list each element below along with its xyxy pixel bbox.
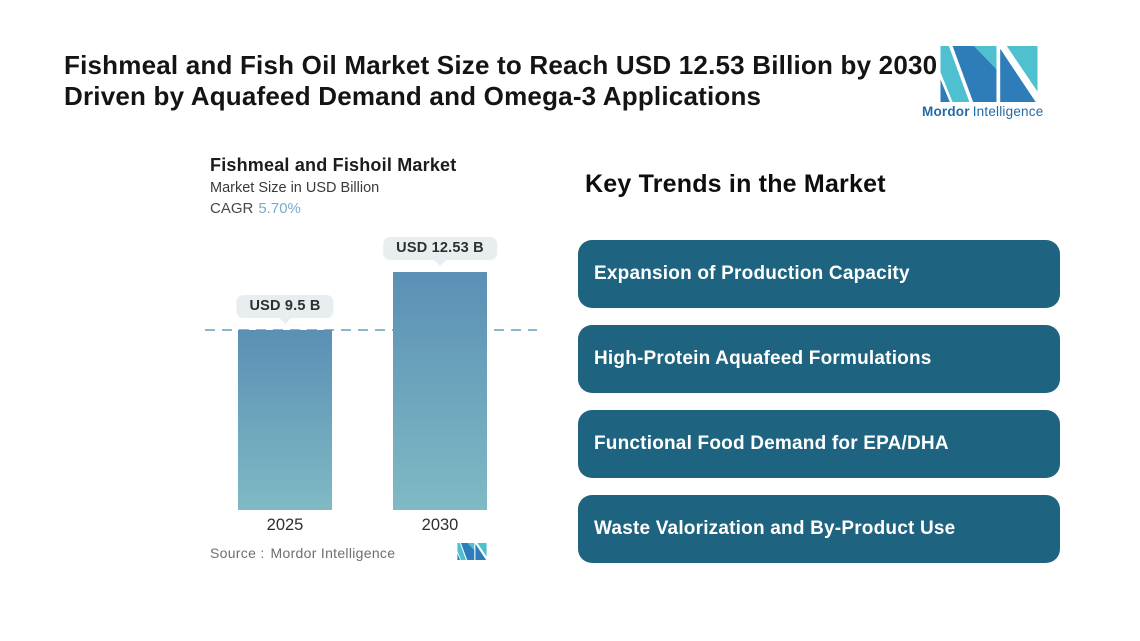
chart-cagr: CAGR 5.70% <box>210 200 456 217</box>
mordor-monogram-small-icon <box>457 543 487 560</box>
trend-item: Functional Food Demand for EPA/DHA <box>578 410 1060 478</box>
chart-subtitle: Market Size in USD Billion <box>210 180 380 196</box>
source-label: Source : <box>210 545 265 561</box>
trend-item-label: Waste Valorization and By-Product Use <box>594 518 956 539</box>
bar <box>393 272 487 510</box>
trend-item: High-Protein Aquafeed Formulations <box>578 325 1060 393</box>
bar <box>238 329 332 510</box>
trend-item: Expansion of Production Capacity <box>578 240 1060 308</box>
bar-value-label: USD 12.53 B <box>396 240 484 257</box>
cagr-value: 5.70% <box>258 200 301 217</box>
mordor-monogram-icon <box>936 46 1042 102</box>
page-title-line2: Driven by Aquafeed Demand and Omega-3 Ap… <box>64 81 762 111</box>
trends-heading: Key Trends in the Market <box>585 170 886 198</box>
trend-item-label: High-Protein Aquafeed Formulations <box>594 348 932 369</box>
page-title: Fishmeal and Fish Oil Market Size to Rea… <box>64 50 944 112</box>
x-axis-label: 2025 <box>266 516 304 534</box>
brand-name-bold: Mordor <box>922 104 970 119</box>
x-axis-label: 2030 <box>421 516 459 534</box>
page-title-line1: Fishmeal and Fish Oil Market Size to Rea… <box>64 50 938 80</box>
trend-item-label: Expansion of Production Capacity <box>594 263 910 284</box>
bar-column: USD 12.53 B 2030 <box>383 237 497 534</box>
bar-chart-plot: USD 9.5 B 2025 USD 12.53 B 2030 <box>205 237 537 534</box>
chart-source: Source : Mordor Intelligence <box>210 545 395 561</box>
bar-value-callout: USD 9.5 B <box>236 294 334 318</box>
brand-logo: Mordor Intelligence <box>922 46 1048 119</box>
chart-header: Fishmeal and Fishoil Market Market Size … <box>210 155 456 217</box>
brand-wordmark: Mordor Intelligence <box>922 104 1048 119</box>
source-value: Mordor Intelligence <box>270 545 396 561</box>
bar-column: USD 9.5 B 2025 <box>236 294 334 534</box>
trend-item: Waste Valorization and By-Product Use <box>578 495 1060 563</box>
trend-item-label: Functional Food Demand for EPA/DHA <box>594 433 949 454</box>
brand-name-regular: Intelligence <box>972 104 1044 119</box>
reference-line <box>205 328 537 331</box>
bar-value-label: USD 9.5 B <box>249 297 321 314</box>
cagr-label: CAGR <box>210 200 254 217</box>
bar-value-callout: USD 12.53 B <box>383 237 497 261</box>
chart-title: Fishmeal and Fishoil Market <box>210 155 457 175</box>
